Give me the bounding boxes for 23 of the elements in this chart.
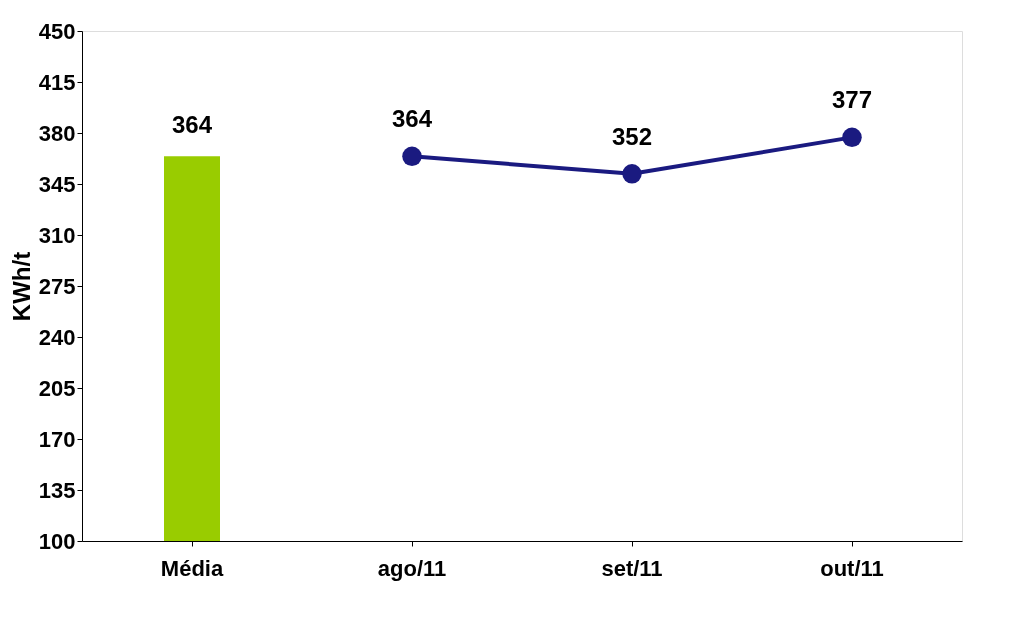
y-tick-label: 415 xyxy=(38,69,76,95)
x-tick-label: Média xyxy=(160,555,224,581)
y-tick-label: 310 xyxy=(38,222,76,248)
data-label: 364 xyxy=(171,111,213,139)
point xyxy=(842,127,862,148)
x-tick-label: set/11 xyxy=(601,555,663,581)
data-label: 377 xyxy=(831,86,873,114)
data-label: 352 xyxy=(611,122,653,150)
y-tick-label: 450 xyxy=(38,18,76,44)
data-label: 364 xyxy=(391,105,433,133)
y-tick-label: 100 xyxy=(38,528,76,554)
y-tick-label: 170 xyxy=(38,426,76,452)
y-tick-label: 380 xyxy=(38,120,76,146)
point xyxy=(622,164,642,184)
y-tick-label: 345 xyxy=(38,171,76,197)
y-tick-label: 135 xyxy=(38,477,76,503)
y-tick-label: 240 xyxy=(38,324,76,350)
y-tick-label: 205 xyxy=(38,375,76,401)
x-tick-label: ago/11 xyxy=(377,555,447,581)
y-axis-title: KWh/t xyxy=(7,251,35,322)
point xyxy=(402,146,422,167)
x-tick-label: out/11 xyxy=(820,555,884,581)
y-tick-label: 275 xyxy=(38,273,76,299)
